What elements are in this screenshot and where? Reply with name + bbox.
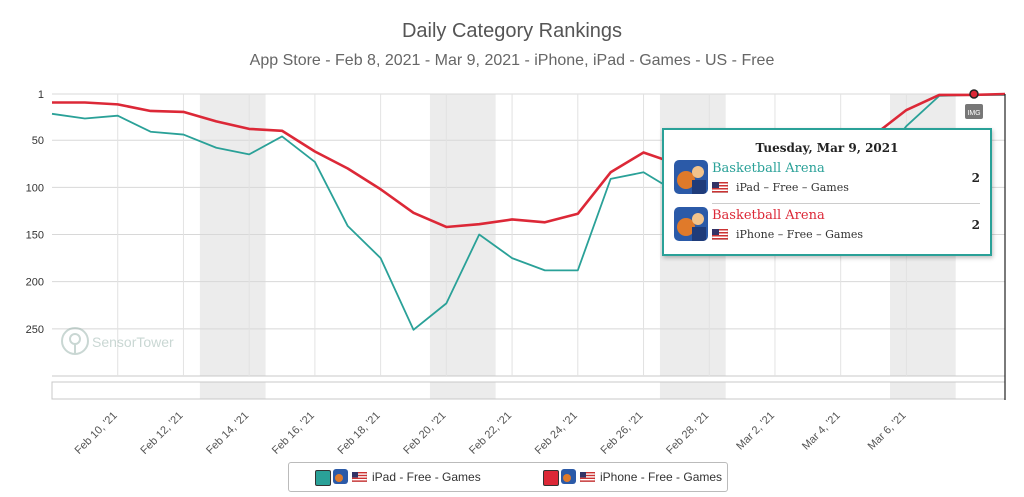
- chart-subtitle: App Store - Feb 8, 2021 - Mar 9, 2021 - …: [249, 52, 775, 69]
- x-tick-label: Feb 20, '21: [401, 410, 448, 457]
- y-tick-label: 1: [38, 89, 44, 101]
- legend-swatch-ipad: [315, 470, 331, 486]
- tooltip-row-iphone: Basketball Arena iPhone – Free – Games 2: [664, 207, 990, 247]
- x-tick-label: Feb 28, '21: [664, 410, 711, 457]
- tooltip-meta: iPhone – Free – Games: [736, 228, 864, 241]
- tooltip-app-name: Basketball Arena: [712, 208, 825, 223]
- us-flag-icon: [712, 182, 728, 193]
- us-flag-icon: [712, 229, 728, 240]
- us-flag-icon: [580, 472, 595, 482]
- marker-badge: [965, 104, 983, 119]
- x-tick-label: Feb 26, '21: [598, 410, 645, 457]
- x-tick-label: Feb 22, '21: [467, 410, 514, 457]
- tooltip-app-name: Basketball Arena: [712, 161, 825, 176]
- x-tick-label: Feb 16, '21: [270, 410, 317, 457]
- x-tick-label: Feb 24, '21: [533, 410, 580, 457]
- legend-item-iphone[interactable]: iPhone - Free - Games: [543, 463, 723, 491]
- hover-marker: IMG: [965, 89, 983, 119]
- us-flag-icon: [352, 472, 367, 482]
- tooltip-rank: 2: [971, 171, 980, 185]
- tooltip-row-ipad: Basketball Arena iPad – Free – Games 2: [664, 160, 990, 200]
- tooltip-meta: iPad – Free – Games: [736, 181, 849, 194]
- basketball-arena-app-icon: [561, 469, 576, 484]
- x-tick-label: Mar 6, '21: [866, 410, 909, 453]
- sensor-tower-logo: [61, 327, 89, 355]
- basketball-arena-app-icon: [674, 207, 708, 241]
- watermark-text: SensorTower: [92, 334, 174, 350]
- x-tick-label: Mar 2, '21: [734, 410, 777, 453]
- y-tick-label: 50: [32, 135, 44, 147]
- x-tick-label: Feb 10, '21: [73, 410, 120, 457]
- navigator-frame: [51, 381, 1006, 400]
- x-tick-label: Feb 14, '21: [204, 410, 251, 457]
- y-tick-label: 150: [26, 230, 44, 242]
- tooltip-rank: 2: [971, 218, 980, 232]
- y-tick-label: 100: [26, 182, 44, 194]
- legend-swatch-iphone: [543, 470, 559, 486]
- weekend-band-navigator: [889, 382, 956, 399]
- chart-legend: iPad - Free - Games iPhone - Free - Game…: [288, 462, 728, 492]
- legend-label-ipad: iPad - Free - Games: [372, 470, 481, 484]
- basketball-arena-app-icon: [674, 160, 708, 194]
- marker-badge-label: IMG: [967, 110, 980, 117]
- chart-title: Daily Category Rankings: [401, 20, 623, 42]
- weekend-band-navigator: [429, 382, 496, 399]
- legend-item-ipad[interactable]: iPad - Free - Games: [315, 463, 505, 491]
- tooltip: Tuesday, Mar 9, 2021 Basketball Arena iP…: [662, 128, 992, 256]
- y-tick-label: 200: [26, 277, 44, 289]
- range-navigator[interactable]: [51, 94, 1006, 400]
- weekend-band-navigator: [199, 382, 266, 399]
- hover-point: [969, 89, 979, 99]
- x-tick-label: Feb 18, '21: [336, 410, 383, 457]
- sensor-tower-watermark: SensorTower: [60, 326, 200, 358]
- tooltip-date: Tuesday, Mar 9, 2021: [755, 141, 899, 155]
- legend-label-iphone: iPhone - Free - Games: [600, 470, 723, 484]
- tooltip-separator: [712, 203, 980, 204]
- x-tick-label: Feb 12, '21: [138, 410, 185, 457]
- x-tick-label: Mar 4, '21: [800, 410, 843, 453]
- basketball-arena-app-icon: [333, 469, 348, 484]
- weekend-band-navigator: [659, 382, 726, 399]
- x-axis-ticks: Feb 10, '21 Feb 12, '21 Feb 14, '21 Feb 16,…: [73, 410, 909, 457]
- y-tick-label: 250: [26, 324, 44, 336]
